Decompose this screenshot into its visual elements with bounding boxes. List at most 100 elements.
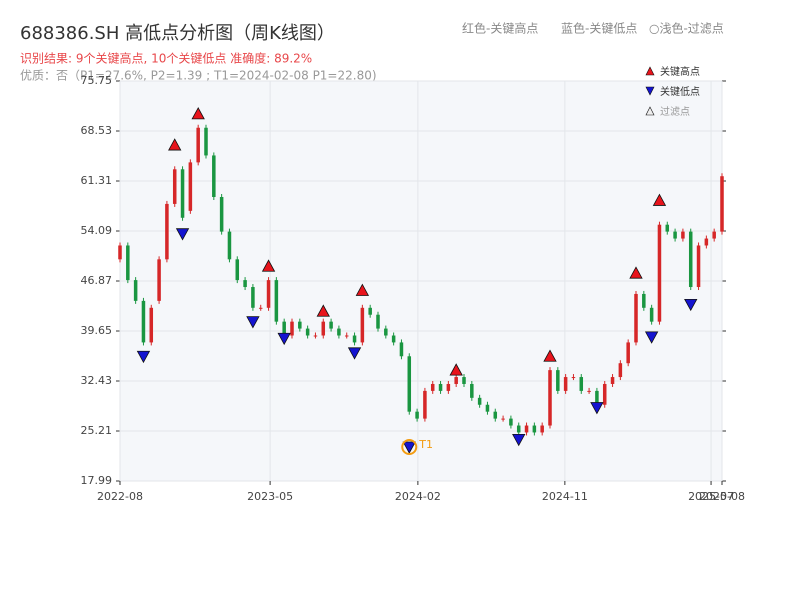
low-marker — [246, 316, 260, 329]
candle-body — [321, 321, 326, 336]
chart-title: 688386.SH 高低点分析图（周K线图） — [20, 23, 335, 44]
candle-body — [696, 245, 701, 288]
candle-body — [673, 231, 677, 239]
candle-body — [634, 293, 638, 343]
candle-body — [626, 342, 630, 364]
candle-body — [243, 280, 247, 288]
candle-body — [290, 321, 294, 336]
candle-body — [274, 280, 279, 322]
high-marker — [355, 283, 370, 296]
candle-body — [485, 404, 490, 412]
candle-body — [188, 162, 193, 211]
candle-body — [532, 425, 537, 433]
candle-body — [704, 238, 709, 246]
high-marker — [316, 304, 330, 317]
candle-body — [649, 307, 654, 322]
candle-body — [180, 169, 185, 218]
candle-body — [618, 363, 623, 378]
candle-body — [133, 280, 138, 301]
candle-body — [610, 377, 615, 384]
candle-body — [118, 245, 122, 260]
candle-body — [423, 390, 427, 419]
candle-body — [157, 259, 161, 301]
legend-label: 关键高点 — [660, 65, 700, 78]
candle-body — [219, 196, 224, 232]
candle-body — [282, 321, 286, 336]
x-tick-label: 2023-05 — [247, 490, 293, 503]
y-tick-label: 32.43 — [81, 374, 113, 387]
candle-body — [524, 425, 529, 433]
candle-body — [556, 370, 560, 391]
y-tick-label: 25.21 — [81, 424, 113, 437]
low-marker — [347, 347, 362, 360]
candle-body — [399, 342, 404, 357]
high-marker — [168, 138, 182, 151]
candle-body — [407, 356, 412, 412]
low-marker — [590, 402, 604, 415]
low-marker — [402, 441, 416, 454]
candle-body — [126, 245, 130, 281]
candle-body — [376, 314, 380, 329]
candle-body — [352, 335, 357, 343]
x-tick-label: 2024-02 — [395, 490, 441, 503]
legend-marker — [645, 66, 655, 76]
candle-body — [196, 127, 200, 163]
candle-body — [430, 383, 435, 391]
candle-body — [258, 307, 263, 309]
legend-label: 过滤点 — [660, 105, 690, 118]
annotation-label: T1 — [418, 438, 433, 451]
low-marker — [644, 331, 659, 344]
subtitle: 优质：否（P1=27.6%, P2=1.39 ; T1=2024-02-08 P… — [20, 69, 377, 83]
subtitle: 识别结果: 9个关键高点, 10个关键低点 准确度: 89.2% — [20, 51, 312, 66]
candle-body — [493, 411, 498, 419]
candle-body — [462, 377, 466, 384]
candle-body — [540, 425, 544, 433]
high-marker — [449, 363, 463, 376]
candle-body — [602, 383, 607, 405]
legend-marker — [645, 86, 655, 96]
candle-body — [579, 377, 584, 391]
header-legend: ○浅色-过滤点 — [649, 22, 724, 36]
candle-body — [657, 224, 662, 322]
y-tick-label: 68.53 — [81, 124, 113, 137]
candle-body — [454, 377, 458, 384]
candle-body — [720, 176, 724, 232]
high-marker — [261, 259, 276, 272]
candle-body — [587, 390, 591, 392]
candle-body — [360, 307, 365, 343]
candle-body — [477, 397, 482, 405]
legend-marker — [645, 106, 655, 116]
candle-body — [344, 335, 349, 337]
low-marker — [277, 332, 291, 346]
candle-body — [251, 287, 255, 308]
candle-body — [415, 411, 419, 419]
candle-body — [446, 383, 451, 391]
x-tick-label: 2022-08 — [97, 490, 143, 503]
header-legend: 蓝色-关键低点 — [561, 22, 637, 36]
candle-body — [642, 293, 646, 308]
candle-body — [509, 418, 513, 426]
candle-body — [595, 390, 599, 405]
y-tick-label: 75.75 — [81, 74, 113, 87]
y-tick-label: 17.99 — [81, 474, 113, 487]
y-tick-label: 46.87 — [81, 274, 113, 287]
header-legend: 红色-关键高点 — [462, 21, 538, 36]
y-tick-label: 39.65 — [81, 324, 113, 337]
candle-body — [298, 321, 302, 329]
candle-body — [501, 418, 505, 420]
candle-body — [227, 231, 232, 260]
high-marker — [629, 266, 643, 279]
low-marker — [684, 298, 698, 312]
low-marker — [512, 433, 526, 447]
candle-body — [712, 231, 716, 239]
candle-body — [438, 383, 443, 391]
high-marker — [543, 349, 557, 362]
candle-body — [165, 203, 169, 260]
candle-body — [204, 127, 208, 156]
high-marker — [652, 193, 667, 206]
candle-body — [313, 335, 318, 337]
candle-body — [141, 300, 146, 343]
candle-body — [212, 155, 216, 197]
low-marker — [175, 228, 190, 241]
